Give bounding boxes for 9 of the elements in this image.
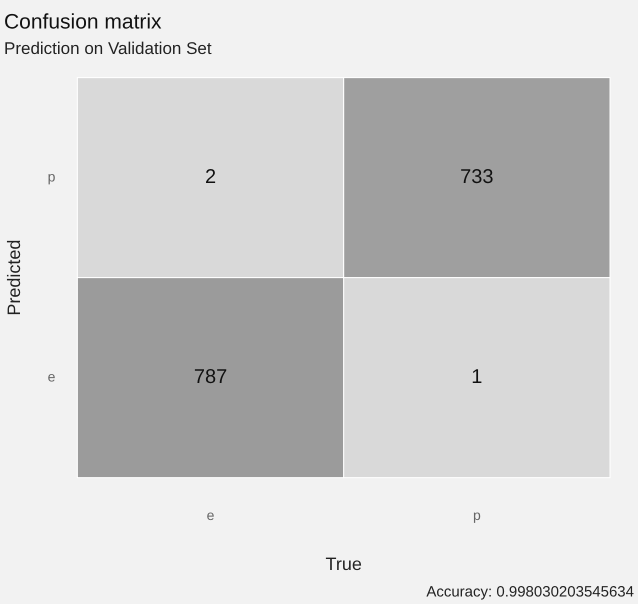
chart-title: Confusion matrix xyxy=(4,10,162,34)
x-axis-title: True xyxy=(326,554,362,574)
data-label: 787 xyxy=(194,366,228,388)
data-label: 1 xyxy=(471,366,482,388)
text: Accuracy: 0.998030203545634 xyxy=(426,584,634,601)
data-label: 2 xyxy=(204,166,216,188)
y-axis-title: Predicted xyxy=(4,240,24,316)
chart-subtitle: Prediction on Validation Set xyxy=(4,39,212,58)
data-label: 733 xyxy=(460,166,494,188)
